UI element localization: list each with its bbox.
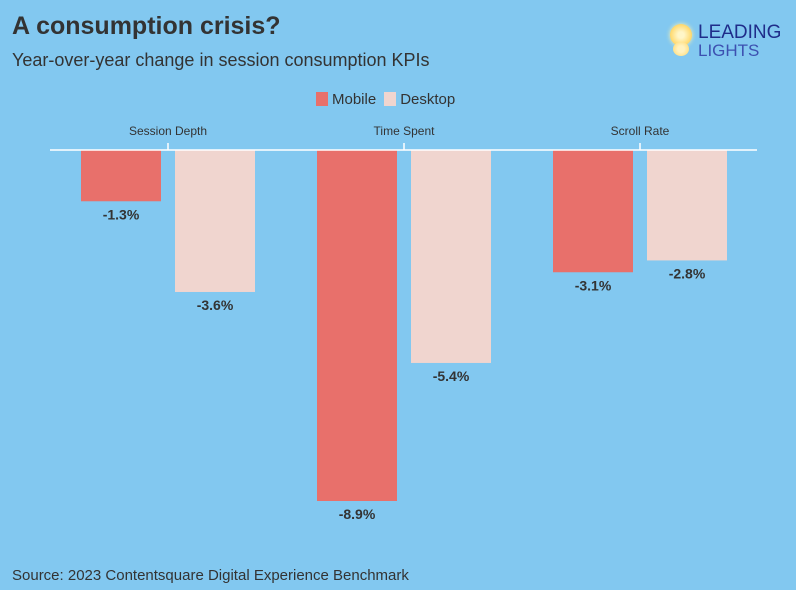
legend-item-mobile: Mobile xyxy=(316,91,376,108)
data-label: -8.9% xyxy=(339,506,376,522)
bar-mobile-0 xyxy=(81,150,161,202)
bar-mobile-2 xyxy=(553,150,633,273)
bar-mobile-1 xyxy=(317,150,397,501)
bar-desktop-1 xyxy=(411,150,491,363)
legend: Mobile Desktop xyxy=(316,91,455,108)
chart-title: A consumption crisis? xyxy=(12,12,281,40)
lightbulb-icon xyxy=(670,24,692,46)
category-label: Time Spent xyxy=(374,124,436,138)
data-label: -5.4% xyxy=(433,368,470,384)
data-label: -3.1% xyxy=(575,277,612,293)
data-label: -1.3% xyxy=(103,206,140,222)
source-note: Source: 2023 Contentsquare Digital Exper… xyxy=(12,567,409,584)
legend-item-desktop: Desktop xyxy=(384,91,455,108)
chart-subtitle: Year-over-year change in session consump… xyxy=(12,50,430,70)
legend-label-mobile: Mobile xyxy=(332,91,377,108)
category-label: Session Depth xyxy=(129,124,207,138)
legend-label-desktop: Desktop xyxy=(400,91,456,108)
logo-line1: LEADING xyxy=(698,22,782,43)
leading-lights-logo: LEADING LIGHTS xyxy=(668,22,788,62)
legend-swatch-desktop xyxy=(384,92,397,106)
legend-swatch-mobile xyxy=(316,92,328,106)
logo-line2: LIGHTS xyxy=(698,41,760,60)
category-label: Scroll Rate xyxy=(611,124,670,138)
bar-desktop-0 xyxy=(175,150,255,292)
lightbulb-glow-icon xyxy=(673,42,689,56)
data-label: -3.6% xyxy=(197,297,234,313)
data-label: -2.8% xyxy=(669,265,706,281)
bar-desktop-2 xyxy=(647,150,727,261)
